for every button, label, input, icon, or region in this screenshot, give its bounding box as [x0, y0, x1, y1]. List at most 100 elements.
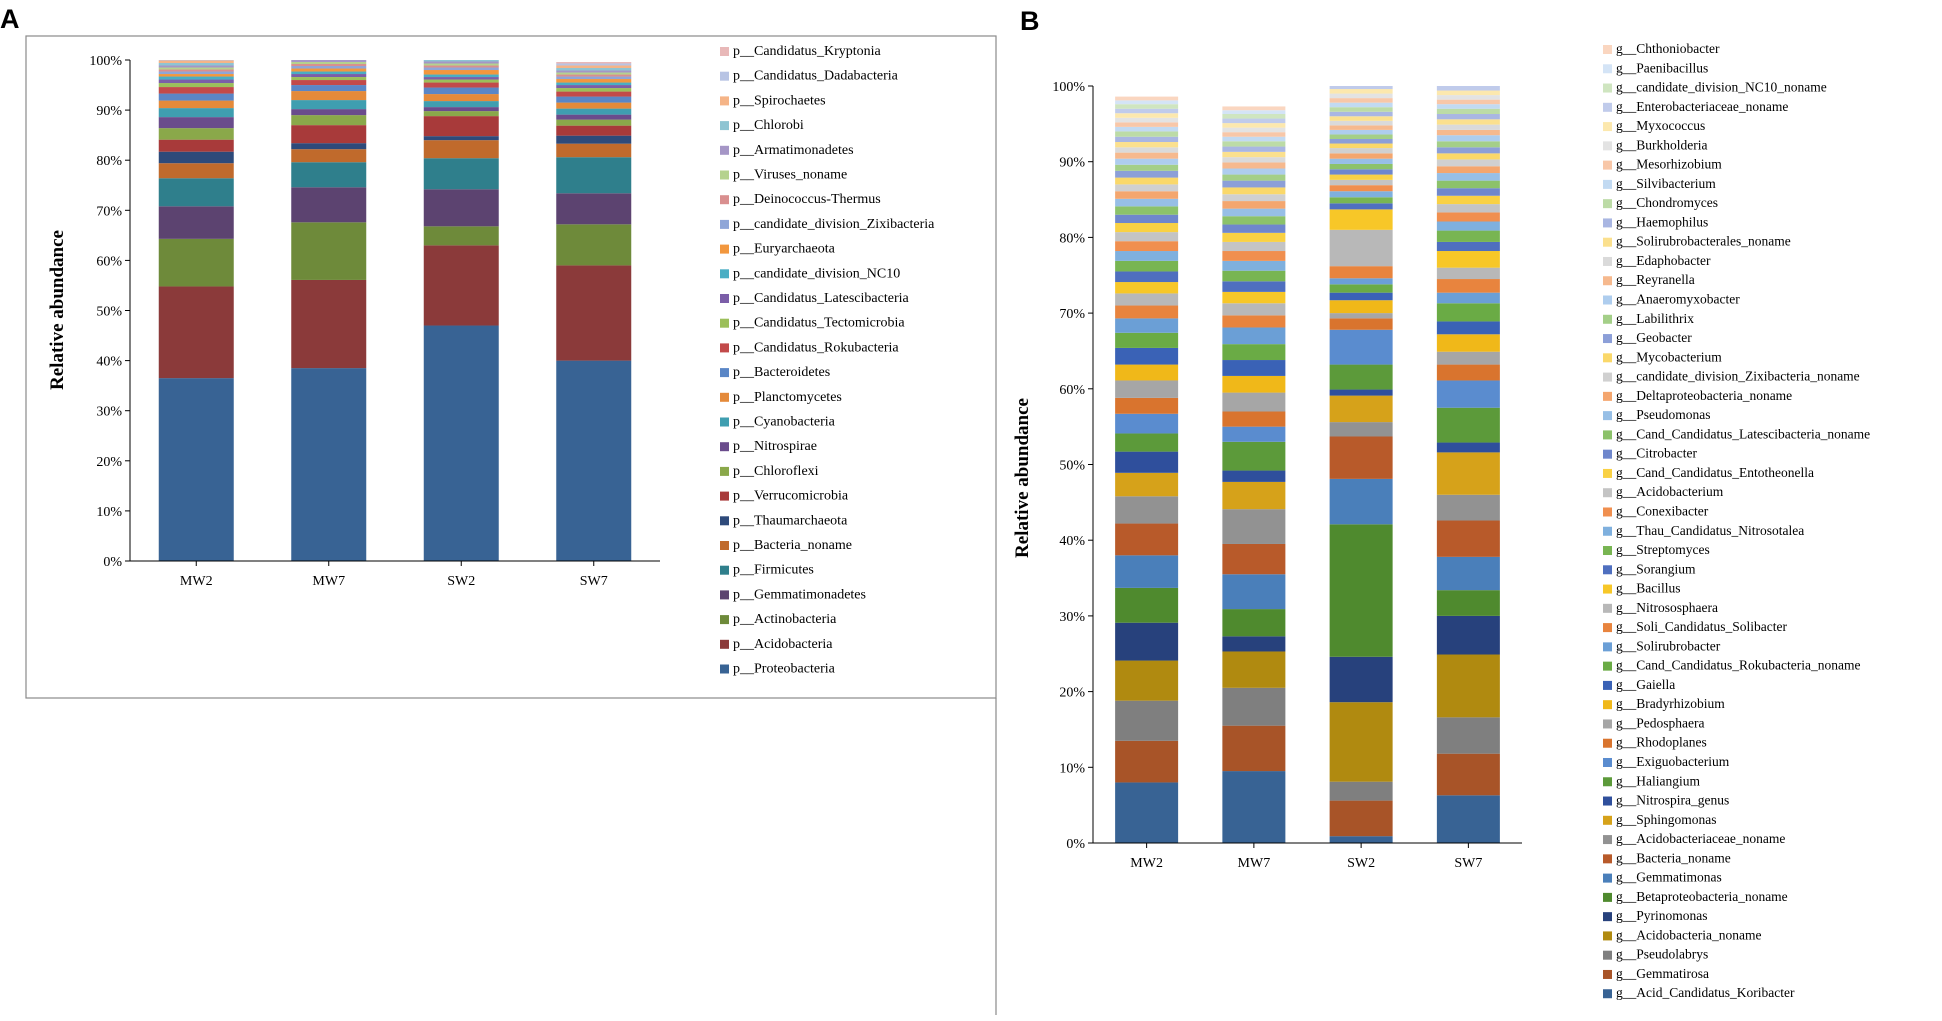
bar-segment-mw7-1 — [291, 279, 367, 369]
legend-swatch — [1603, 160, 1612, 170]
x-tick-label-mw2: MW2 — [180, 574, 213, 589]
legend-label: g__Cand_Candidatus_Rokubacteria_noname — [1616, 658, 1860, 673]
bar-segment-mw7-5 — [1222, 609, 1286, 637]
bar-segment-mw7-34 — [1222, 180, 1286, 188]
bar-segment-mw2-48 — [1115, 100, 1179, 105]
legend-label: p__Verrucomicrobia — [733, 489, 849, 504]
bar-segment-mw7-7 — [1222, 543, 1286, 575]
bar-segment-sw7-3 — [1436, 654, 1500, 718]
legend-label: g__Myxococcus — [1616, 118, 1705, 133]
bar-segment-mw7-10 — [1222, 470, 1286, 482]
bar-segment-sw7-1 — [556, 265, 632, 361]
bar-segment-mw2-23 — [158, 60, 234, 64]
bar-segment-sw7-21 — [556, 70, 632, 73]
bar-segment-sw7-34 — [1436, 147, 1500, 154]
bar-segment-sw7-18 — [556, 76, 632, 80]
bar-segment-sw2-23 — [1329, 197, 1393, 204]
legend-label: g__Burkholderia — [1616, 137, 1707, 152]
panel-a-frame — [25, 35, 997, 699]
legend-swatch — [1603, 179, 1612, 189]
legend-swatch — [720, 47, 729, 56]
bar-segment-mw2-17 — [158, 74, 234, 77]
y-tick-label: 90% — [96, 104, 122, 119]
bar-segment-mw7-16 — [291, 71, 367, 75]
bar-segment-mw7-18 — [1222, 327, 1286, 345]
panel-b-legend: g__Chthoniobacter g__Paenibacillus g__cand… — [1603, 41, 1870, 1000]
y-tick-label: 60% — [1059, 383, 1085, 398]
bar-segment-sw7-12 — [1436, 380, 1500, 408]
bar-segment-mw2-34 — [1115, 170, 1179, 178]
legend-label: g__candidate_division_Zixibacteria_nonam… — [1616, 369, 1860, 384]
legend-swatch — [720, 565, 729, 575]
legend-label: g__Cand_Candidatus_Entotheonella — [1616, 465, 1814, 480]
bar-segment-sw2-17 — [1329, 284, 1393, 293]
bar-segment-sw2-8 — [1329, 422, 1393, 437]
legend-label: p__Proteobacteria — [733, 662, 836, 677]
legend-swatch — [1603, 102, 1612, 112]
legend-swatch — [720, 491, 729, 501]
bar-segment-sw2-0 — [1329, 836, 1393, 843]
bar-segment-mw7-27 — [1222, 232, 1286, 242]
legend-label: g__Mycobacterium — [1616, 349, 1722, 364]
bar-segment-sw7-15 — [556, 85, 632, 89]
bar-segment-mw2-22 — [158, 63, 234, 66]
bar-segment-mw7-13 — [291, 80, 367, 86]
bar-segment-sw7-10 — [1436, 442, 1500, 453]
bar-segment-mw2-29 — [1115, 206, 1179, 215]
bar-segment-sw2-30 — [1329, 158, 1393, 164]
legend-swatch — [1603, 719, 1612, 729]
legend-swatch — [720, 195, 729, 205]
legend-swatch — [720, 71, 729, 81]
bar-segment-sw7-25 — [556, 62, 632, 64]
y-tick-label: 80% — [96, 154, 122, 169]
y-tick-label: 20% — [1059, 686, 1085, 701]
legend-swatch — [1603, 700, 1612, 710]
legend-swatch — [720, 121, 729, 131]
bar-segment-sw2-24 — [1329, 191, 1393, 198]
bar-segment-mw7-19 — [291, 64, 367, 67]
legend-label: p__Deinococcus-Thermus — [733, 192, 881, 207]
bar-segment-sw2-44 — [1329, 93, 1393, 99]
bar-segment-sw7-22 — [556, 68, 632, 71]
y-tick-label: 40% — [1059, 534, 1085, 549]
panel-a-y-ticks: 0% 10% 20% 30% 40% 50% 60% 70% 80% 90% 100% — [89, 54, 131, 570]
legend-label: p__Cyanobacteria — [733, 415, 836, 430]
legend-label: g__Silvibacterium — [1616, 176, 1716, 191]
bar-segment-mw2-25 — [1115, 241, 1179, 252]
bar-segment-mw7-12 — [1222, 426, 1286, 442]
bar-segment-sw7-3 — [556, 193, 632, 225]
bar-segment-mw7-20 — [291, 62, 367, 65]
legend-label: p__Nitrospirae — [733, 439, 817, 454]
legend-label: p__Bacteria_noname — [733, 538, 852, 553]
bar-segment-mw7-13 — [1222, 411, 1286, 427]
bar-segment-mw2-11 — [1115, 433, 1179, 452]
y-tick-label: 10% — [96, 505, 122, 520]
bar-segment-sw7-0 — [1436, 795, 1500, 843]
bar-segment-sw7-9 — [556, 114, 632, 120]
bar-segment-sw2-22 — [1329, 203, 1393, 210]
bar-segment-sw2-6 — [423, 136, 499, 141]
legend-swatch — [1603, 892, 1612, 902]
bar-segment-mw2-7 — [158, 139, 234, 152]
bar-segment-sw7-27 — [1436, 195, 1500, 205]
bar-segment-mw7-41 — [1222, 141, 1286, 147]
legend-label: g__Nitrososphaera — [1616, 600, 1718, 615]
bar-segment-sw7-11 — [1436, 407, 1500, 443]
legend-swatch — [1603, 642, 1612, 652]
bar-segment-sw7-4 — [556, 157, 632, 194]
bar-segment-mw7-32 — [1222, 194, 1286, 202]
bar-segment-sw2-34 — [1329, 138, 1393, 144]
bar-segment-mw7-24 — [1222, 260, 1286, 271]
bar-segment-mw7-43 — [1222, 132, 1286, 137]
legend-swatch — [1603, 757, 1612, 767]
x-tick-label-sw7: SW7 — [1454, 856, 1482, 871]
bar-segment-sw7-13 — [1436, 364, 1500, 381]
bar-segment-mw7-17 — [291, 68, 367, 72]
legend-swatch — [1603, 969, 1612, 979]
legend-swatch — [1603, 738, 1612, 748]
bar-segment-mw7-20 — [1222, 303, 1286, 316]
legend-swatch — [720, 615, 729, 625]
bar-segment-sw7-15 — [1436, 334, 1500, 352]
bar-segment-sw2-18 — [1329, 278, 1393, 285]
